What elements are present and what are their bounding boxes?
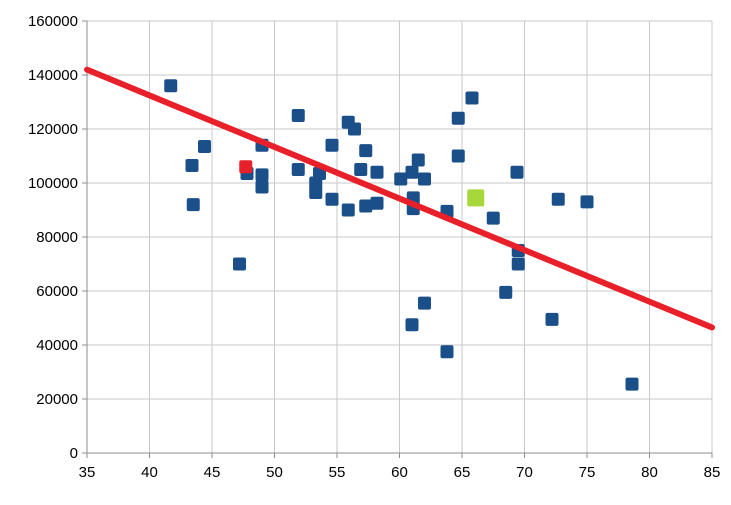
data-point (625, 377, 639, 391)
data-point (511, 257, 525, 271)
data-point (291, 163, 305, 176)
data-point (313, 167, 326, 181)
x-tick-label: 70 (516, 464, 533, 481)
data-point (551, 192, 565, 206)
data-point (394, 172, 408, 186)
data-points (164, 79, 639, 391)
data-point (348, 122, 361, 136)
data-point (499, 285, 513, 299)
data-point (325, 192, 339, 206)
data-point (255, 168, 269, 182)
data-point (354, 163, 368, 176)
data-point (233, 257, 246, 271)
data-point (359, 199, 373, 213)
y-tick-label: 140000 (28, 67, 78, 84)
x-tick-label: 65 (454, 464, 471, 481)
x-tick-label: 45 (204, 464, 221, 481)
trendline-group (84, 66, 715, 331)
data-point (580, 195, 594, 209)
y-tick-label: 20000 (36, 391, 78, 408)
data-point (451, 149, 465, 163)
tick-labels: 35 40 45 50 55 60 65 70 75 80 85 0 20000 40000 60000 80… (28, 13, 720, 481)
data-point (255, 180, 269, 194)
data-point (185, 158, 199, 172)
axes (82, 20, 713, 458)
trendline (84, 66, 715, 331)
data-point (186, 198, 200, 212)
data-point (370, 165, 384, 179)
data-point (291, 109, 305, 122)
data-point (359, 144, 373, 158)
data-point (510, 165, 524, 179)
data-point (486, 211, 500, 225)
x-tick-label: 75 (579, 464, 596, 481)
data-point (405, 165, 419, 179)
highlight-point-green (467, 189, 485, 207)
x-tick-label: 35 (79, 464, 96, 481)
data-point (164, 79, 178, 93)
y-tick-label: 100000 (28, 175, 78, 192)
data-point (465, 91, 479, 105)
y-tick-label: 160000 (28, 13, 78, 30)
data-point (451, 111, 465, 125)
highlight-point-red (239, 160, 253, 174)
x-tick-label: 85 (704, 464, 721, 481)
data-point (418, 172, 431, 186)
data-point (545, 312, 559, 326)
data-point (370, 196, 384, 210)
data-point (198, 140, 211, 154)
gridlines (86, 20, 713, 454)
data-point (440, 345, 454, 359)
y-tick-label: 60000 (36, 283, 78, 300)
data-point (325, 138, 339, 152)
x-tick-label: 50 (266, 464, 283, 481)
data-point (411, 153, 425, 167)
x-tick-label: 80 (641, 464, 658, 481)
data-point (418, 296, 431, 310)
x-tick-label: 60 (391, 464, 408, 481)
y-tick-label: 0 (70, 445, 78, 462)
x-tick-label: 55 (329, 464, 346, 481)
y-tick-label: 80000 (36, 229, 78, 246)
data-point (341, 203, 355, 217)
y-tick-label: 120000 (28, 121, 78, 138)
x-tick-label: 40 (141, 464, 158, 481)
y-tick-label: 40000 (36, 337, 78, 354)
data-point (405, 318, 419, 332)
